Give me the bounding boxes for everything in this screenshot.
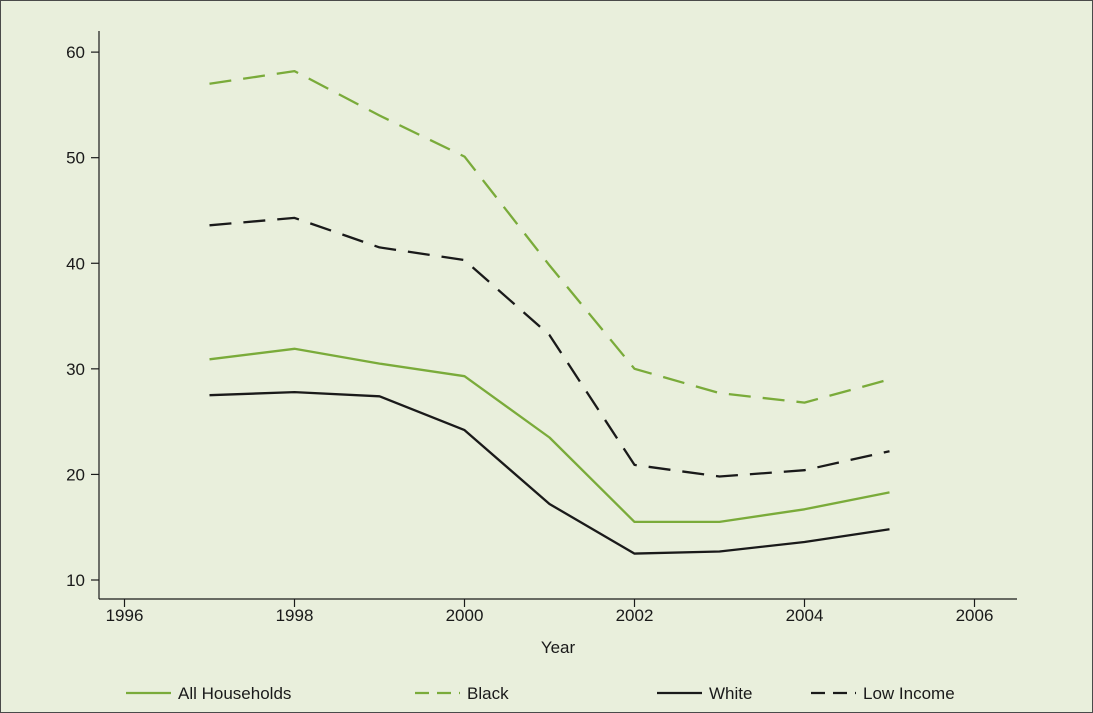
y-tick-label: 20 <box>66 465 85 484</box>
x-tick-label: 2002 <box>616 606 654 625</box>
legend-label: Black <box>467 684 509 703</box>
legend-label: Low Income <box>863 684 955 703</box>
legend-label: All Households <box>178 684 291 703</box>
x-tick-label: 1998 <box>276 606 314 625</box>
series-line-all-households <box>209 347 890 524</box>
series-line-white <box>209 390 890 555</box>
series-layer <box>209 69 890 555</box>
y-axis-ticks: 10 20 30 40 50 60 <box>66 43 99 590</box>
legend-label: White <box>709 684 752 703</box>
y-tick-label: 40 <box>66 254 85 273</box>
x-tick-label: 1996 <box>106 606 144 625</box>
axes <box>98 31 1017 600</box>
y-tick-label: 30 <box>66 360 85 379</box>
y-tick-label: 60 <box>66 43 85 62</box>
legend: All Households Black White Low Income <box>126 684 955 703</box>
x-axis-title: Year <box>541 638 576 657</box>
series-line-low-income <box>209 216 890 478</box>
x-axis-ticks: 1996 1998 2000 2002 2004 2006 <box>106 599 994 625</box>
x-tick-label: 2004 <box>786 606 824 625</box>
y-tick-label: 50 <box>66 149 85 168</box>
x-tick-label: 2000 <box>446 606 484 625</box>
series-line-black <box>209 69 890 404</box>
y-tick-label: 10 <box>66 571 85 590</box>
x-tick-label: 2006 <box>956 606 994 625</box>
